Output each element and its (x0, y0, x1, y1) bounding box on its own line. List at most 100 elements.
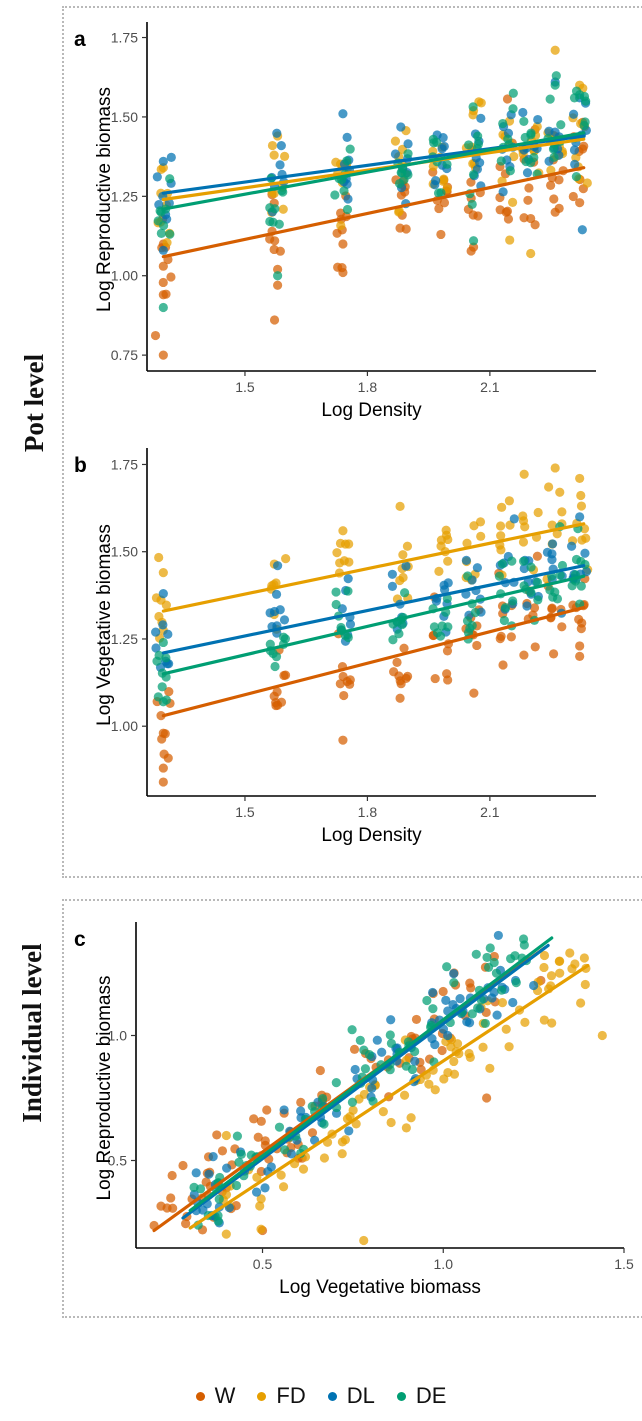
point-fd (520, 1017, 530, 1027)
y-tick-label: 1.25 (111, 631, 138, 647)
point-w (482, 1093, 492, 1103)
point-fd (485, 1063, 495, 1073)
legend-label-fd: FD (276, 1383, 306, 1408)
point-de (394, 629, 404, 639)
point-fd (501, 1024, 511, 1034)
point-de (468, 169, 479, 180)
point-fd (469, 521, 479, 531)
point-dl (522, 601, 532, 611)
point-w (443, 675, 453, 685)
point-dl (189, 1189, 199, 1200)
point-dl (343, 194, 353, 204)
point-de (471, 949, 481, 959)
point-fd (519, 469, 529, 479)
point-w (269, 691, 279, 701)
point-de (410, 1046, 420, 1057)
point-dl (508, 997, 518, 1008)
y-tick-label: 0.75 (111, 347, 138, 363)
point-de (213, 1216, 223, 1226)
x-tick-label: 1.0 (434, 1256, 454, 1272)
point-fd (441, 525, 451, 535)
x-axis-label: Log Density (321, 825, 422, 846)
point-dl (396, 122, 406, 132)
point-w (436, 229, 446, 240)
point-w (442, 646, 453, 656)
point-dl (342, 132, 352, 142)
point-dl (492, 1010, 502, 1020)
point-w (217, 1146, 228, 1156)
point-fd (504, 496, 514, 506)
point-dl (152, 172, 162, 182)
point-fd (539, 950, 550, 961)
x-tick-label: 0.5 (253, 1256, 273, 1272)
point-de (511, 978, 521, 988)
point-de (549, 152, 559, 162)
point-de (156, 228, 166, 238)
point-w (156, 1201, 166, 1211)
point-w (411, 1014, 422, 1025)
point-w (577, 618, 587, 628)
point-dl (568, 109, 579, 119)
point-w (392, 657, 402, 667)
point-de (571, 172, 581, 182)
point-de (507, 556, 517, 566)
point-de (496, 156, 506, 166)
point-fd (337, 1149, 347, 1159)
point-w (496, 631, 506, 641)
point-de (551, 71, 561, 81)
point-dl (158, 588, 168, 599)
point-w (472, 640, 482, 651)
point-w (550, 207, 560, 217)
point-w (532, 551, 543, 561)
point-dl (151, 627, 161, 637)
point-w (349, 1044, 360, 1054)
point-w (399, 643, 409, 653)
point-fd (252, 1172, 262, 1182)
y-axis-label: Log Reproductive biomass (94, 976, 115, 1201)
legend-marker-de (396, 1391, 406, 1401)
point-de (468, 102, 478, 112)
point-w (524, 183, 534, 193)
point-de (473, 139, 483, 149)
point-de (265, 203, 275, 213)
point-de (231, 1180, 242, 1191)
point-dl (401, 561, 411, 571)
point-fd (576, 490, 586, 501)
point-dl (387, 581, 398, 591)
point-de (265, 216, 275, 227)
point-w (158, 350, 168, 360)
point-dl (569, 145, 580, 155)
fit-line-fd (188, 963, 590, 1230)
point-dl (577, 225, 587, 235)
point-de (342, 204, 353, 215)
point-dl (343, 574, 353, 584)
point-dl (475, 158, 485, 168)
point-de (428, 1004, 438, 1014)
y-tick-label: 1.50 (111, 544, 138, 560)
point-dl (269, 606, 280, 617)
point-dl (338, 109, 348, 119)
point-w (336, 208, 346, 218)
point-w (166, 1193, 176, 1203)
point-fd (390, 136, 401, 146)
point-de (268, 648, 278, 659)
point-fd (344, 557, 354, 567)
point-de (403, 149, 413, 159)
point-fd (518, 537, 529, 547)
point-fd (497, 997, 508, 1008)
point-dl (367, 1083, 377, 1093)
point-w (231, 1201, 241, 1211)
point-de (520, 132, 530, 143)
point-dl (428, 987, 438, 998)
y-axis-label: Log Reproductive biomass (94, 87, 115, 312)
point-fd (452, 1039, 463, 1049)
point-fd (546, 165, 556, 175)
point-w (575, 198, 585, 208)
point-fd (576, 998, 586, 1008)
point-de (508, 104, 518, 114)
point-dl (472, 563, 483, 573)
point-de (499, 615, 509, 626)
point-de (529, 152, 539, 163)
point-de (232, 1131, 243, 1141)
point-de (485, 943, 495, 953)
